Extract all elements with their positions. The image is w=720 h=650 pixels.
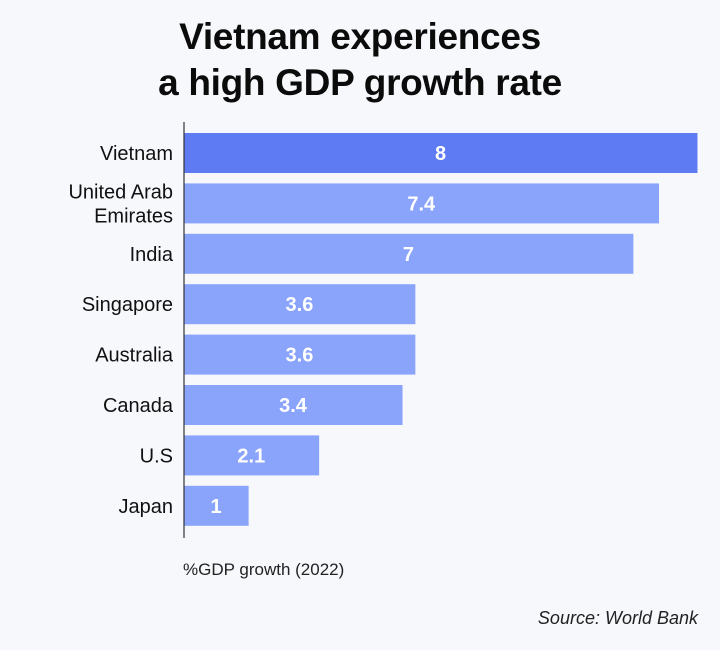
category-label-5: Canada [103,395,174,417]
bar-6 [184,435,320,476]
bar-3 [184,284,416,325]
bar-0 [184,133,698,173]
category-label-0: Vietnam [100,143,173,165]
bar-value-label-1: 7.4 [407,193,436,215]
chart-title-line-2: a high GDP growth rate [158,62,562,103]
bar-7 [184,485,249,526]
category-label-1-line-0: United Arab [68,181,173,203]
category-label-6: U.S [140,445,173,467]
bar-value-label-4: 3.6 [286,345,314,367]
bar-value-label-3: 3.6 [286,294,314,316]
bar-value-label-5: 3.4 [279,395,308,417]
category-label-7: Japan [119,496,174,518]
category-label-3: Singapore [82,294,173,316]
bar-value-label-2: 7 [403,244,414,266]
chart-title-line-1: Vietnam experiences [179,16,541,57]
bar-value-label-6: 2.1 [237,445,265,467]
x-axis-label: %GDP growth (2022) [183,560,345,579]
source-note: Source: World Bank [537,608,698,628]
bar-value-label-0: 8 [435,143,446,165]
bar-1 [184,183,660,224]
category-label-1-line-1: Emirates [94,205,173,227]
chart-title: Vietnam experiences a high GDP growth ra… [0,14,720,106]
bar-5 [184,385,403,425]
bar-2 [184,233,634,274]
category-label-4: Australia [95,345,174,367]
bar-4 [184,334,416,375]
bar-value-label-7: 1 [211,496,222,518]
category-label-2: India [130,244,174,266]
